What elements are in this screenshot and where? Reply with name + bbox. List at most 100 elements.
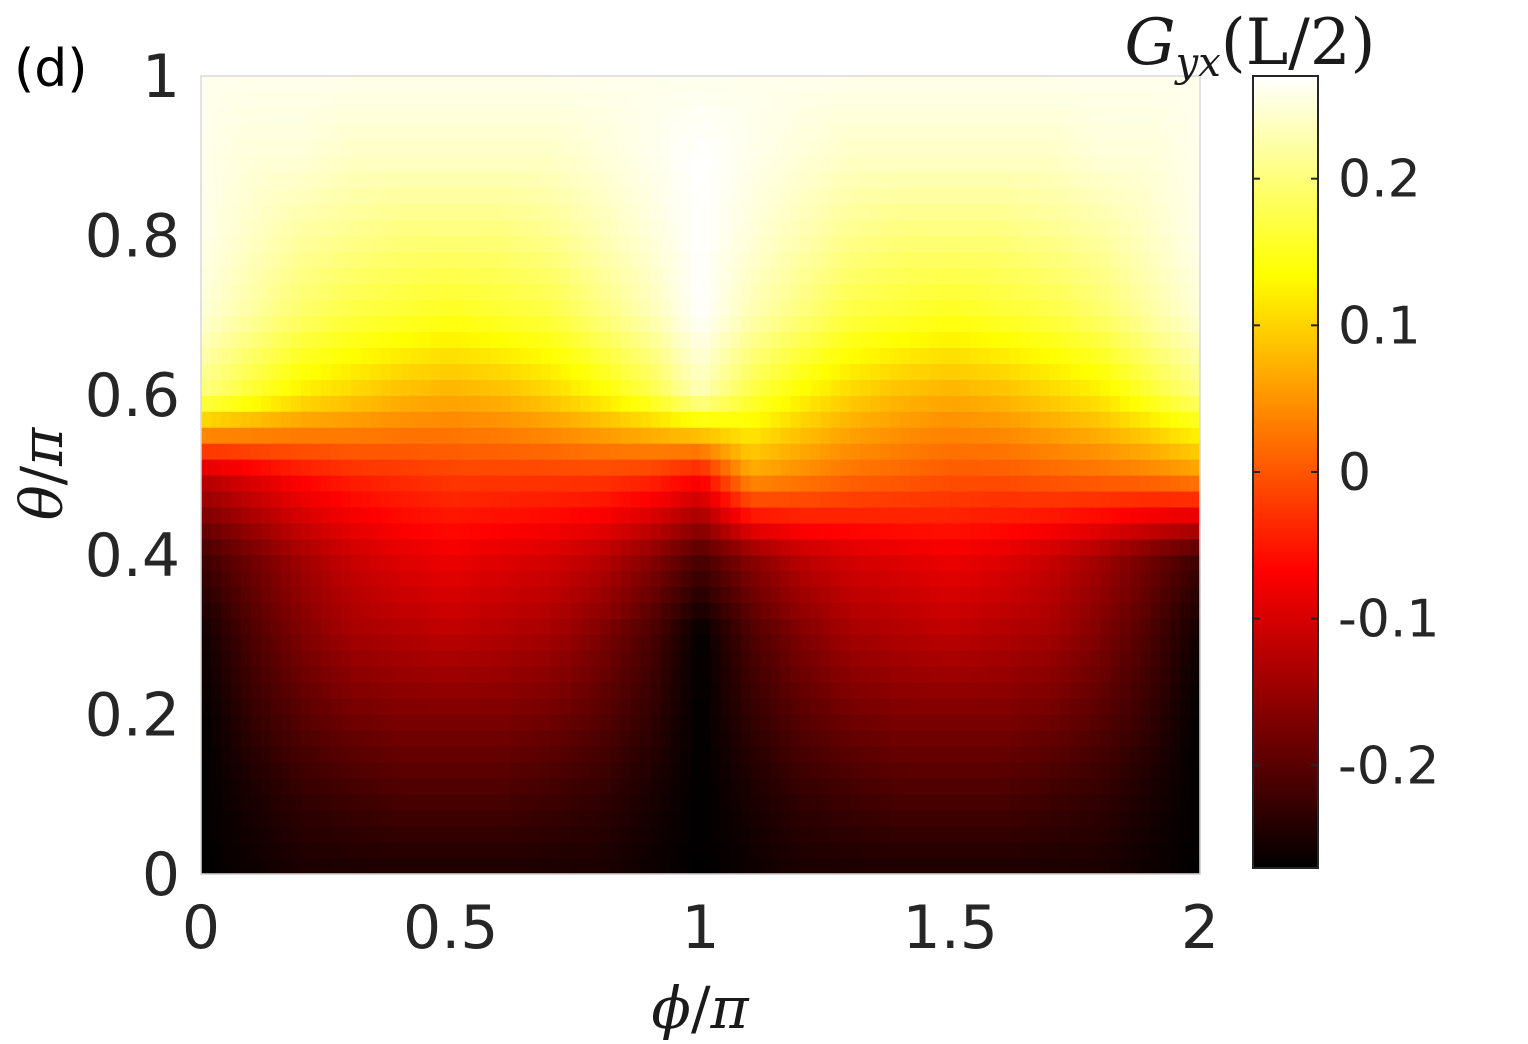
heatmap-cell	[790, 315, 801, 332]
heatmap-cell	[350, 235, 362, 253]
heatmap-cell	[1120, 395, 1131, 412]
heatmap-cell	[920, 475, 931, 492]
heatmap-cell	[1000, 171, 1011, 189]
heatmap-cell	[710, 299, 722, 316]
heatmap-cell	[690, 714, 702, 731]
heatmap-cell	[201, 395, 212, 412]
heatmap-cell	[260, 538, 272, 556]
heatmap-cell	[1170, 459, 1181, 476]
heatmap-cell	[350, 187, 362, 205]
heatmap-cell	[940, 107, 951, 125]
heatmap-cell	[670, 666, 682, 684]
heatmap-cell	[760, 554, 772, 572]
heatmap-cell	[1110, 538, 1121, 556]
heatmap-cell	[360, 459, 372, 476]
heatmap-cell	[230, 618, 242, 636]
heatmap-cell	[640, 746, 652, 763]
heatmap-cell	[230, 331, 242, 348]
heatmap-cell	[490, 682, 502, 700]
heatmap-cell	[310, 730, 322, 747]
heatmap-cell	[890, 714, 901, 731]
heatmap-cell	[1140, 171, 1151, 189]
heatmap-cell	[930, 618, 941, 636]
heatmap-cell	[520, 634, 532, 652]
heatmap-cell	[550, 347, 562, 364]
heatmap-cell	[940, 746, 951, 763]
heatmap-cell	[1170, 698, 1181, 715]
heatmap-cell	[450, 203, 462, 221]
heatmap-cell	[630, 475, 642, 492]
heatmap-cell	[470, 698, 482, 715]
heatmap-cell	[1050, 730, 1061, 747]
heatmap-cell	[1150, 714, 1161, 731]
heatmap-cell	[410, 219, 422, 237]
heatmap-cell	[770, 379, 782, 396]
heatmap-cell	[450, 219, 462, 237]
heatmap-cell	[940, 187, 951, 205]
heatmap-cell	[1060, 730, 1071, 747]
heatmap-cell	[920, 107, 931, 125]
heatmap-cell	[950, 459, 961, 476]
heatmap-cell	[900, 267, 911, 285]
heatmap-cell	[270, 730, 282, 747]
heatmap-cell	[750, 459, 762, 476]
heatmap-cell	[890, 810, 901, 827]
heatmap-cell	[1120, 762, 1131, 779]
heatmap-cell	[1090, 411, 1101, 428]
heatmap-cell	[390, 730, 402, 747]
heatmap-cell	[440, 427, 452, 444]
heatmap-cell	[810, 315, 821, 332]
heatmap-cell	[570, 76, 582, 93]
heatmap-cell	[1100, 411, 1111, 428]
heatmap-cell	[960, 347, 971, 364]
heatmap-cell	[270, 443, 282, 460]
heatmap-cell	[1140, 347, 1151, 364]
heatmap-cell	[550, 251, 562, 269]
heatmap-cell	[780, 602, 792, 620]
heatmap-cell	[830, 459, 841, 476]
heatmap-cell	[670, 443, 682, 460]
heatmap-cell	[300, 395, 312, 412]
heatmap-cell	[1120, 490, 1131, 508]
heatmap-cell	[490, 714, 502, 731]
heatmap-cell	[770, 602, 782, 620]
heatmap-cell	[310, 618, 322, 636]
heatmap-cell	[290, 251, 302, 269]
heatmap-cell	[1190, 618, 1201, 636]
heatmap-cell	[820, 219, 831, 237]
heatmap-cell	[490, 570, 502, 588]
heatmap-cell	[1140, 570, 1151, 588]
heatmap-cell	[550, 411, 562, 428]
heatmap-cell	[1100, 251, 1111, 269]
heatmap-cell	[270, 634, 282, 652]
heatmap-cell	[1060, 506, 1071, 524]
heatmap-cell	[300, 554, 312, 572]
heatmap-cell	[740, 490, 752, 508]
heatmap-cell	[370, 363, 382, 380]
heatmap-cell	[1160, 379, 1171, 396]
heatmap-cell	[360, 650, 372, 668]
heatmap-cell	[1090, 842, 1101, 859]
heatmap-cell	[260, 746, 272, 763]
heatmap-cell	[240, 490, 252, 508]
heatmap-cell	[990, 395, 1001, 412]
heatmap-cell	[1040, 618, 1051, 636]
heatmap-cell	[220, 155, 232, 173]
heatmap-cell	[550, 299, 562, 316]
heatmap-cell	[980, 570, 991, 588]
heatmap-cell	[620, 538, 632, 556]
heatmap-cell	[920, 459, 931, 476]
heatmap-cell	[360, 427, 372, 444]
heatmap-cell	[490, 443, 502, 460]
heatmap-cell	[590, 682, 602, 700]
heatmap-cell	[340, 570, 352, 588]
heatmap-cell	[730, 283, 742, 301]
heatmap-cell	[330, 379, 342, 396]
heatmap-cell	[860, 650, 871, 668]
heatmap-cell	[510, 379, 522, 396]
heatmap-cell	[310, 443, 322, 460]
heatmap-cell	[420, 602, 432, 620]
heatmap-cell	[201, 586, 212, 604]
heatmap-cell	[430, 235, 442, 253]
heatmap-cell	[940, 299, 951, 316]
